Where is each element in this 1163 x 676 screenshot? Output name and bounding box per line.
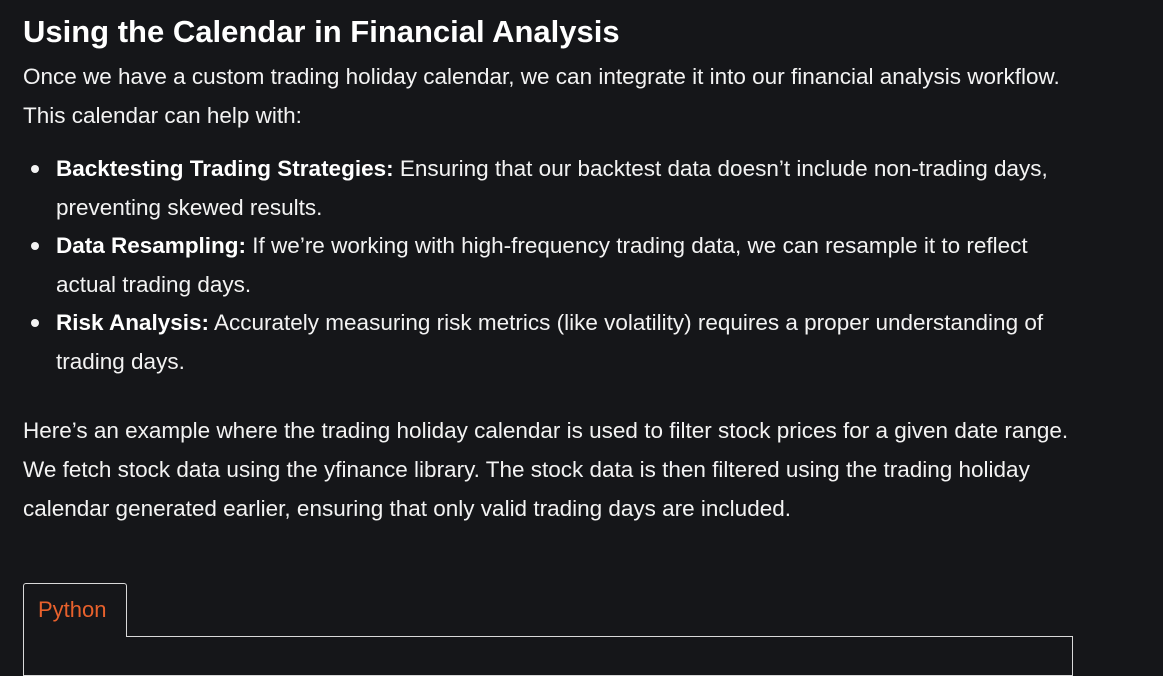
list-item-text: Accurately measuring risk metrics (like … [56, 310, 1044, 374]
example-paragraph: Here’s an example where the trading holi… [23, 418, 1069, 521]
list-item: Backtesting Trading Strategies: Ensuring… [23, 150, 1083, 227]
intro-paragraph: Once we have a custom trading holiday ca… [23, 64, 1060, 128]
list-item: Risk Analysis: Accurately measuring risk… [23, 304, 1083, 381]
bullet-icon [31, 319, 39, 327]
bullet-icon [31, 242, 39, 250]
list-item-label: Data Resampling: [56, 233, 247, 258]
bullet-icon [31, 165, 39, 173]
list-item: Data Resampling: If we’re working with h… [23, 227, 1083, 304]
use-case-list: Backtesting Trading Strategies: Ensuring… [23, 150, 1083, 381]
section-heading: Using the Calendar in Financial Analysis [23, 14, 620, 49]
tab-python[interactable]: Python [23, 583, 127, 637]
list-item-label: Backtesting Trading Strategies: [56, 156, 394, 181]
list-item-label: Risk Analysis: [56, 310, 209, 335]
code-block[interactable] [23, 636, 1073, 676]
tab-label: Python [38, 597, 107, 622]
list-item-text: If we’re working with high-frequency tra… [56, 233, 1028, 297]
list-item-text: Ensuring that our backtest data doesn’t … [56, 156, 1048, 220]
